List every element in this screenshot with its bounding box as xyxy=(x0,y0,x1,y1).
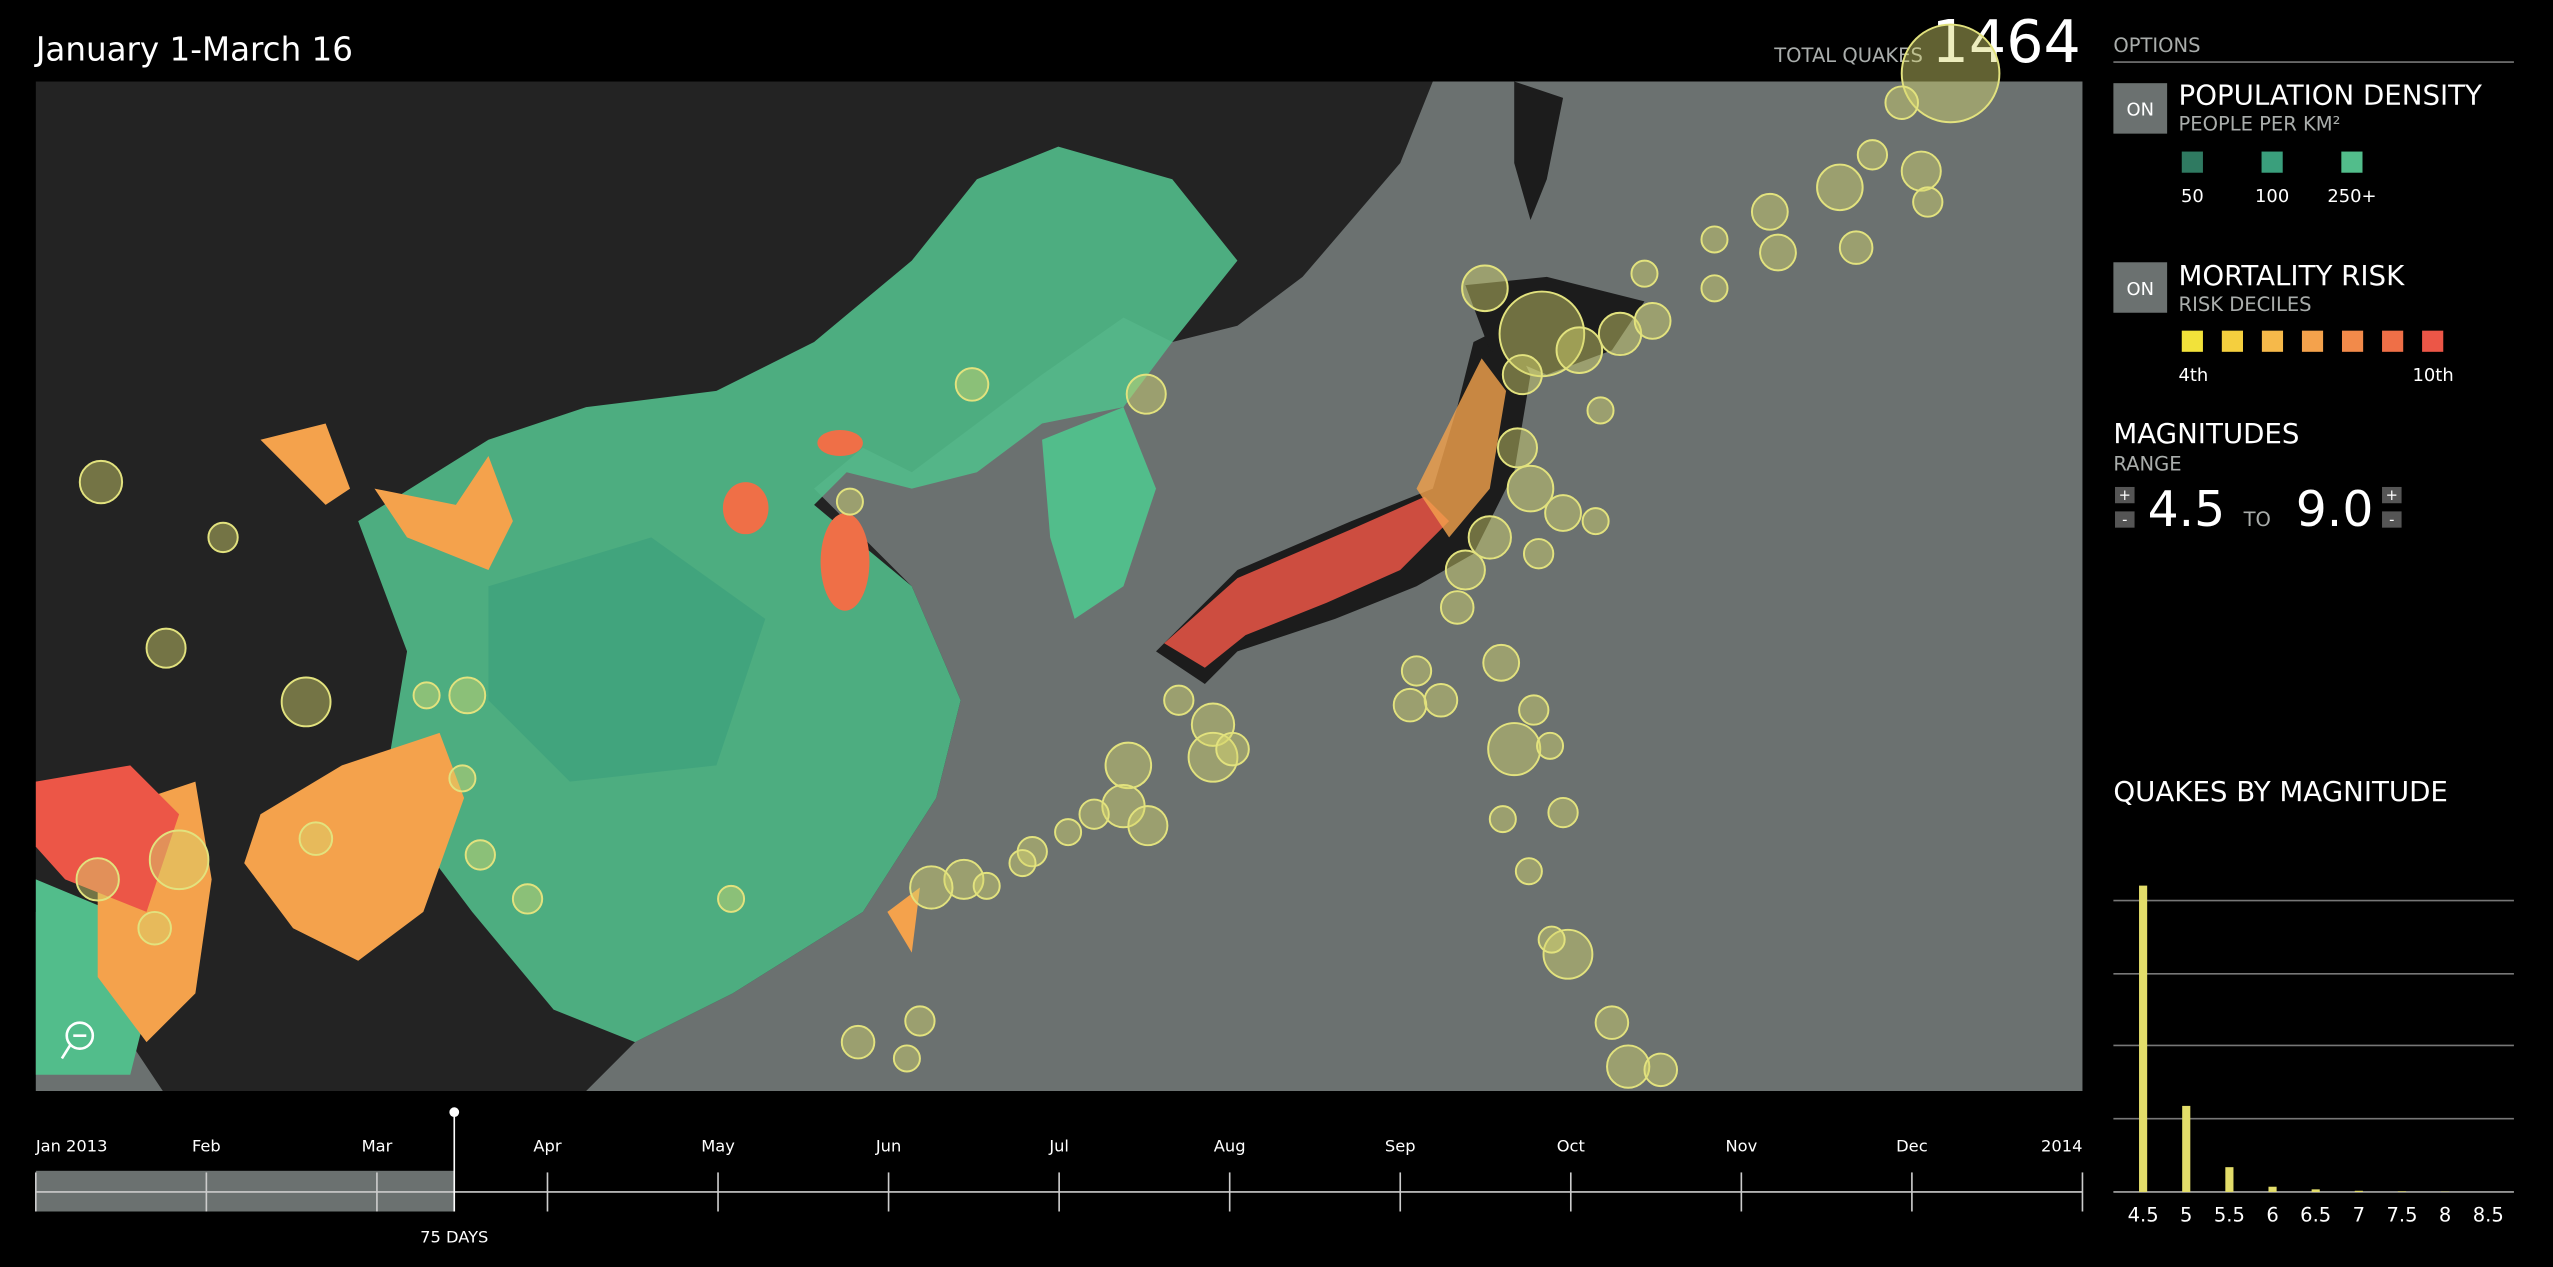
month-label: May xyxy=(701,1136,735,1155)
population-toggle[interactable] xyxy=(2113,83,2168,134)
risk-swatch xyxy=(2341,330,2364,352)
selection-label: 75 DAYS xyxy=(420,1227,488,1246)
risk-swatch xyxy=(2422,330,2444,352)
density-swatch xyxy=(2341,151,2363,173)
title: January 1-March 16 xyxy=(34,30,353,68)
zoom-out-button[interactable] xyxy=(60,1021,95,1060)
month-label: Jun xyxy=(875,1136,901,1155)
month-label: Feb xyxy=(192,1136,221,1155)
density-label: 50 xyxy=(2181,186,2204,207)
plus-label: + xyxy=(2119,487,2131,504)
x-tick-label: 7.5 xyxy=(2386,1203,2417,1226)
density-label: 250+ xyxy=(2327,186,2376,207)
map xyxy=(35,23,2083,1092)
bar xyxy=(2182,1105,2191,1192)
month-label: Sep xyxy=(1385,1136,1416,1155)
minus-label: - xyxy=(2389,511,2394,528)
month-label: Mar xyxy=(362,1136,393,1155)
bar xyxy=(2139,885,2148,1192)
min-minus-button[interactable] xyxy=(2115,511,2135,528)
month-label: Jul xyxy=(1048,1136,1069,1155)
bar xyxy=(2311,1189,2320,1192)
density-swatch xyxy=(2181,151,2203,173)
timeline-handle-knob[interactable] xyxy=(449,1107,460,1118)
month-label: Nov xyxy=(1725,1136,1757,1155)
x-tick-label: 5.5 xyxy=(2214,1203,2245,1226)
x-tick-label: 5 xyxy=(2180,1203,2192,1226)
x-tick-label: 6.5 xyxy=(2300,1203,2331,1226)
x-tick-label: 7 xyxy=(2353,1203,2365,1226)
risk-swatch xyxy=(2382,330,2404,352)
max-plus-button[interactable] xyxy=(2382,486,2402,504)
month-label: Apr xyxy=(533,1136,561,1155)
risk-swatch xyxy=(2301,330,2324,352)
population-subtitle: PEOPLE PER KM² xyxy=(2179,112,2341,135)
month-label: Jan 2013 xyxy=(35,1136,108,1155)
x-tick-label: 8.5 xyxy=(2473,1203,2504,1226)
chart-title: QUAKES BY MAGNITUDE xyxy=(2113,775,2448,808)
month-label: Dec xyxy=(1896,1136,1927,1155)
min-plus-button[interactable] xyxy=(2115,486,2135,504)
toggle-label: ON xyxy=(2127,279,2155,300)
magnitude-max: 9.0 xyxy=(2296,481,2374,538)
bar xyxy=(2397,1191,2407,1192)
population-title: POPULATION DENSITY xyxy=(2179,78,2483,111)
density-label: 100 xyxy=(2255,186,2289,207)
month-label: 2014 xyxy=(2041,1136,2082,1155)
mortality-toggle[interactable] xyxy=(2113,262,2168,313)
month-label: Oct xyxy=(1557,1136,1585,1155)
density-swatch xyxy=(2261,151,2283,173)
max-minus-button[interactable] xyxy=(2382,511,2402,528)
minus-label: - xyxy=(2122,511,2127,528)
mortality-title: MORTALITY RISK xyxy=(2179,259,2406,292)
x-tick-label: 6 xyxy=(2266,1203,2278,1226)
risk-swatch xyxy=(2261,330,2284,352)
mortality-subtitle: RISK DECILES xyxy=(2179,293,2312,316)
toggle-label: ON xyxy=(2127,100,2155,121)
risk-legend-start: 4th xyxy=(2179,365,2209,386)
timeline-selection xyxy=(35,1170,455,1212)
risk-swatch xyxy=(2181,330,2203,352)
magnitudes-title: MAGNITUDES xyxy=(2113,417,2299,450)
total-label: TOTAL QUAKES xyxy=(1773,44,1923,67)
chart-grid xyxy=(2113,899,2514,1120)
magnitude-to: TO xyxy=(2243,508,2271,531)
timeline: Jan 2013 Feb Mar Apr May Jun Jul Aug Sep Oct Nov De… xyxy=(35,1107,2084,1246)
x-tick-label: 8 xyxy=(2439,1203,2451,1226)
x-tick-label: 4.5 xyxy=(2128,1203,2159,1226)
risk-legend-end: 10th xyxy=(2413,365,2454,386)
month-label: Aug xyxy=(1214,1136,1246,1155)
total-value: 1464 xyxy=(1932,8,2081,76)
bar xyxy=(2354,1190,2363,1192)
bar xyxy=(2225,1167,2234,1192)
plus-label: + xyxy=(2386,487,2398,504)
risk-swatch xyxy=(2221,330,2243,352)
magnitudes-subtitle: RANGE xyxy=(2113,453,2181,476)
magnitude-min: 4.5 xyxy=(2148,481,2226,538)
options-title: OPTIONS xyxy=(2113,34,2200,57)
bar xyxy=(2268,1186,2277,1192)
